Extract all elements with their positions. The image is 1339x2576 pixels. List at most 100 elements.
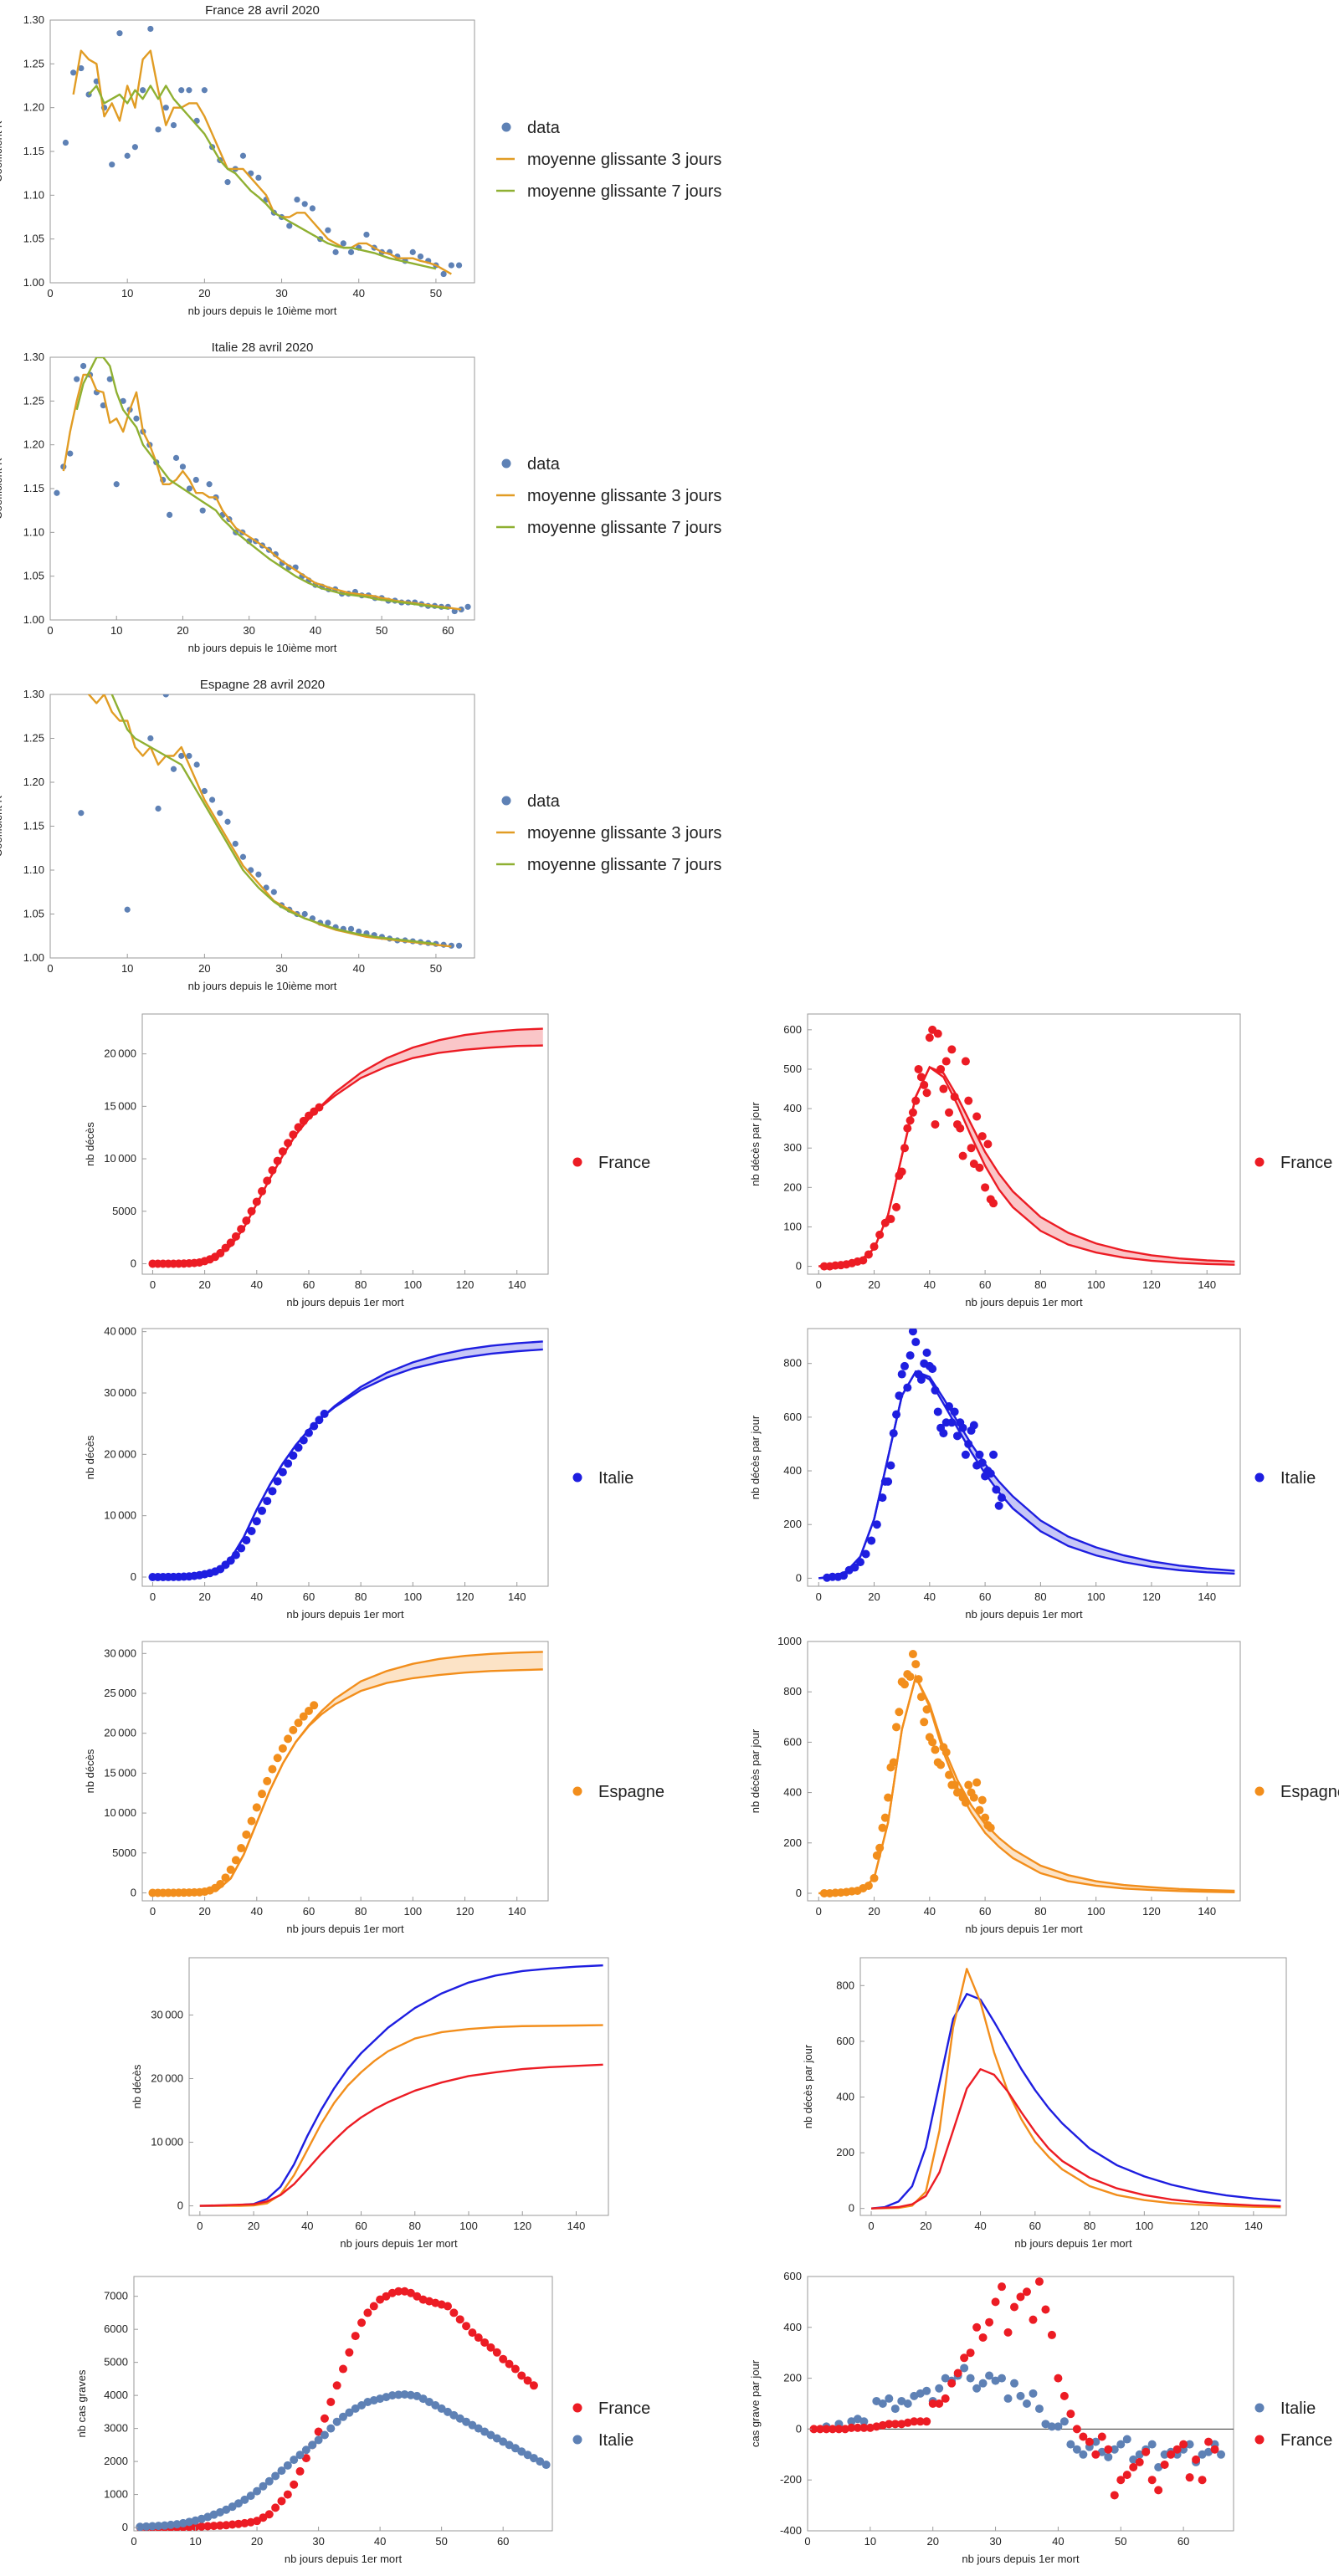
data-point bbox=[510, 2444, 520, 2453]
data-point bbox=[215, 2521, 224, 2530]
x-tick-label: 40 bbox=[352, 287, 364, 300]
data-point bbox=[864, 1250, 873, 1259]
plot-frame bbox=[141, 1013, 549, 1275]
x-tick-label: 0 bbox=[816, 1590, 822, 1603]
x-tick-label: 100 bbox=[1087, 1590, 1106, 1603]
data-point bbox=[216, 1879, 225, 1888]
x-tick-label: 0 bbox=[804, 2535, 810, 2548]
data-point bbox=[931, 1385, 940, 1395]
x-tick-label: 120 bbox=[456, 1590, 475, 1603]
x-tick-label: 120 bbox=[456, 1905, 475, 1918]
y-tick-label: 1.30 bbox=[23, 351, 44, 363]
data-point bbox=[253, 2486, 262, 2496]
data-point bbox=[480, 2427, 490, 2436]
y-tick-label: 400 bbox=[783, 1786, 802, 1799]
y-tick-label: 1.05 bbox=[23, 908, 44, 920]
x-axis-label: nb jours depuis le 10ième mort bbox=[188, 305, 337, 317]
y-tick-label: 600 bbox=[783, 1735, 802, 1748]
data-point bbox=[981, 1183, 990, 1192]
x-tick-label: 10 bbox=[121, 962, 133, 975]
legend-label: data bbox=[527, 792, 561, 811]
data-point bbox=[1010, 2379, 1019, 2388]
data-point bbox=[455, 2315, 464, 2324]
data-point bbox=[172, 2520, 182, 2529]
y-tick-label: 1000 bbox=[104, 2488, 128, 2501]
data-point bbox=[1198, 2450, 1207, 2459]
plot-frame bbox=[49, 356, 475, 621]
x-tick-label: 60 bbox=[979, 1905, 991, 1918]
data-point bbox=[950, 1780, 959, 1790]
data-point bbox=[499, 2437, 508, 2446]
chart-it_k: 0 10 20 30 40 50 60 1.00 1.05 1.10 1.15 1.20 1.25 1.3… bbox=[0, 341, 721, 654]
data-point bbox=[289, 1451, 298, 1460]
data-point bbox=[878, 2420, 887, 2430]
data-point bbox=[933, 1029, 942, 1038]
chart-cmp_cum: 0 20 40 60 80 100 120 140 0 10 000 20 000 30 000 nb … bbox=[131, 1957, 609, 2250]
data-point bbox=[304, 1706, 313, 1715]
data-point bbox=[258, 1186, 267, 1196]
data-point bbox=[242, 1536, 251, 1544]
x-tick-label: 80 bbox=[355, 1905, 367, 1918]
data-point bbox=[941, 1748, 951, 1757]
data-point bbox=[216, 1248, 225, 1257]
chart-es_k: 0 10 20 30 40 50 1.00 1.05 1.10 1.15 1.20 1.25 1.30 n… bbox=[0, 678, 721, 992]
y-tick-label: 200 bbox=[783, 2372, 802, 2384]
data-point bbox=[1054, 2422, 1063, 2431]
data-point bbox=[911, 1338, 921, 1347]
data-point bbox=[933, 1407, 942, 1416]
data-point bbox=[347, 248, 355, 255]
data-point bbox=[394, 2390, 403, 2399]
data-point bbox=[170, 122, 177, 129]
data-point bbox=[369, 2302, 378, 2311]
data-point bbox=[263, 1776, 272, 1785]
y-tick-label: 1.15 bbox=[23, 145, 44, 157]
data-point bbox=[884, 1793, 893, 1802]
data-point bbox=[864, 1881, 873, 1890]
x-axis-label: nb jours depuis 1er mort bbox=[965, 1608, 1083, 1621]
y-tick-label: 20 000 bbox=[104, 1447, 136, 1460]
data-point bbox=[294, 196, 300, 203]
y-tick-label: 1.20 bbox=[23, 101, 44, 114]
y-axis-label: nb décès bbox=[131, 2064, 143, 2108]
legend-swatch-dot bbox=[572, 1472, 582, 1483]
data-point bbox=[147, 735, 154, 742]
data-point bbox=[162, 694, 169, 698]
legend-label: France bbox=[1280, 1154, 1332, 1172]
data-point bbox=[859, 2417, 869, 2426]
data-point bbox=[231, 1550, 240, 1559]
data-point bbox=[289, 1725, 298, 1734]
legend-swatch-dot bbox=[1254, 1157, 1265, 1167]
data-point bbox=[859, 2423, 869, 2432]
data-point bbox=[977, 1795, 987, 1805]
y-axis-label: nb décès bbox=[84, 1749, 96, 1793]
y-tick-label: 400 bbox=[783, 1102, 802, 1114]
data-point bbox=[1129, 2463, 1138, 2471]
data-point bbox=[952, 1431, 962, 1441]
data-point bbox=[431, 2400, 440, 2410]
data-point bbox=[969, 1421, 978, 1430]
data-point bbox=[226, 1865, 235, 1874]
legend: data moyenne glissante 3 jours moyenne gli… bbox=[496, 455, 721, 537]
x-axis-label: nb jours depuis 1er mort bbox=[286, 1608, 404, 1621]
data-point bbox=[1085, 2437, 1094, 2446]
data-point bbox=[890, 2404, 900, 2414]
y-tick-label: 30 000 bbox=[104, 1646, 136, 1659]
data-point bbox=[228, 2502, 237, 2512]
data-point bbox=[936, 1064, 946, 1073]
y-tick-label: 4000 bbox=[104, 2389, 128, 2401]
data-point bbox=[468, 2420, 477, 2430]
data-point bbox=[956, 1124, 965, 1133]
data-point bbox=[290, 2480, 299, 2489]
y-tick-label: 600 bbox=[783, 2270, 802, 2282]
data-point bbox=[998, 2282, 1007, 2292]
data-point bbox=[363, 231, 370, 238]
data-point bbox=[239, 152, 247, 159]
data-point bbox=[247, 1816, 256, 1826]
data-point bbox=[931, 1745, 940, 1754]
x-tick-label: 80 bbox=[1034, 1278, 1046, 1291]
data-point bbox=[945, 1108, 954, 1117]
data-point bbox=[284, 1734, 293, 1744]
y-tick-label: 1.30 bbox=[23, 688, 44, 700]
data-point bbox=[1204, 2437, 1213, 2446]
legend-label: moyenne glissante 7 jours bbox=[527, 856, 721, 874]
